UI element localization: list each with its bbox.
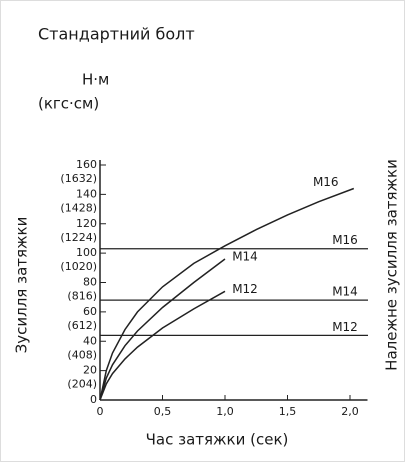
y-tick-label: 0 [90,393,97,406]
series-label: M16 [313,175,339,189]
series-line [99,258,226,401]
y-tick-label: 60 [83,305,97,318]
reference-label: M14 [332,285,358,299]
y-unit: Н·м [82,71,109,89]
x-tick-label: 0,5 [154,405,172,418]
y-tick-label-alt: (1632) [60,172,97,185]
reference-label: M12 [332,320,358,334]
series-line [99,290,226,401]
y-tick-label-alt: (1428) [60,201,97,214]
y-tick-label-alt: (408) [67,348,97,361]
chart-title: Стандартний болт [38,25,195,44]
y-tick-label: 140 [76,187,97,200]
series-label: M12 [232,282,258,296]
y-tick-label: 20 [83,364,97,377]
y2-axis-label: Належне зусилля затяжки [383,159,401,371]
y-tick-label-alt: (612) [67,319,97,332]
series-line [99,187,355,401]
x-axis-label: Час затяжки (сек) [146,431,289,449]
x-tick-label: 0 [97,405,104,418]
y-tick-label-alt: (1020) [60,260,97,273]
y-tick-label: 160 [76,158,97,171]
x-tick-label: 1,0 [216,405,234,418]
x-tick-label: 2,0 [341,405,359,418]
y-tick-label-alt: (816) [67,290,97,303]
reference-label: M16 [332,233,358,247]
y-tick-label-alt: (204) [67,378,97,391]
series-label: M14 [232,250,258,264]
y-tick-label: 80 [83,276,97,289]
y-tick-label-alt: (1224) [60,231,97,244]
y-axis-label: Зусилля затяжки [13,217,31,354]
y-tick-label: 120 [76,217,97,230]
x-tick-label: 1,5 [279,405,297,418]
y-tick-label: 40 [83,334,97,347]
y-unit-alt: (кгс·см) [38,95,99,113]
y-tick-label: 100 [76,246,97,259]
